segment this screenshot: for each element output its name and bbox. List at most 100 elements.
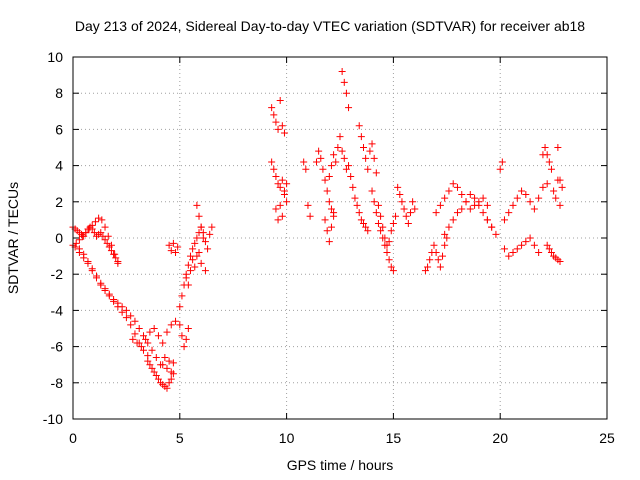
data-point	[199, 234, 207, 242]
data-point	[97, 279, 105, 287]
data-point	[539, 183, 547, 191]
data-point	[432, 248, 440, 256]
data-point	[370, 154, 378, 162]
data-point	[167, 375, 175, 383]
data-point	[184, 281, 192, 289]
data-point	[319, 165, 327, 173]
data-point	[270, 165, 278, 173]
data-point	[556, 176, 564, 184]
data-point	[80, 232, 88, 240]
x-tick-label: 25	[599, 430, 615, 446]
data-point	[325, 238, 333, 246]
data-point	[556, 258, 564, 266]
data-point	[441, 241, 449, 249]
data-point	[323, 227, 331, 235]
data-point	[543, 241, 551, 249]
data-point	[392, 212, 400, 220]
data-point	[513, 245, 521, 253]
data-point	[530, 241, 538, 249]
data-point	[191, 239, 199, 247]
data-point	[424, 263, 432, 271]
data-point	[500, 216, 508, 224]
data-point	[342, 165, 350, 173]
y-axis-label: SDTVAR / TECUs	[5, 182, 21, 294]
data-point	[169, 239, 177, 247]
series-arc-11	[193, 201, 209, 275]
data-point	[338, 67, 346, 75]
data-point	[165, 379, 173, 387]
data-point	[436, 201, 444, 209]
data-point	[466, 205, 474, 213]
data-point	[432, 209, 440, 217]
data-point	[479, 209, 487, 217]
data-point	[167, 368, 175, 376]
data-point	[462, 198, 470, 206]
data-point	[385, 238, 393, 246]
data-point	[347, 172, 355, 180]
data-point	[206, 230, 214, 238]
data-point	[150, 325, 158, 332]
series-arc-1	[69, 214, 122, 267]
data-point	[91, 218, 99, 226]
data-point	[475, 201, 483, 209]
data-point	[541, 144, 549, 151]
series-arc-20	[345, 162, 372, 235]
data-point	[172, 248, 180, 256]
data-point	[411, 205, 419, 213]
data-point	[110, 296, 118, 304]
series-arc-28	[483, 158, 543, 260]
data-point	[370, 198, 378, 206]
data-point	[518, 241, 526, 249]
series-arc-15	[300, 158, 314, 220]
data-point	[383, 241, 391, 249]
data-point	[186, 267, 194, 275]
data-point	[327, 162, 335, 170]
data-point	[332, 158, 340, 166]
data-point	[150, 368, 158, 376]
data-point	[500, 245, 508, 253]
data-point	[483, 201, 491, 209]
data-point	[274, 216, 282, 224]
data-point	[189, 245, 197, 253]
data-point	[122, 314, 130, 322]
data-point	[88, 265, 96, 273]
data-point	[374, 201, 382, 209]
series-arc-17	[321, 209, 338, 246]
data-point	[176, 303, 184, 311]
series-arc-26	[432, 180, 491, 217]
data-point	[163, 328, 171, 336]
data-point	[107, 247, 115, 255]
axis-ticks	[72, 56, 608, 420]
series-arc-23	[374, 201, 400, 249]
data-point	[197, 259, 205, 267]
data-point	[186, 252, 194, 260]
chart-title: Day 213 of 2024, Sidereal Day-to-day VTE…	[75, 18, 585, 34]
series-arc-18	[325, 133, 350, 180]
data-point	[80, 250, 88, 258]
data-point	[103, 239, 111, 247]
data-point	[178, 332, 186, 340]
data-point	[387, 227, 395, 235]
data-point	[142, 335, 150, 343]
data-point	[492, 230, 500, 238]
data-point	[547, 165, 555, 173]
series-arc-19	[338, 67, 353, 112]
data-point	[449, 216, 457, 224]
x-tick-label: 20	[492, 430, 508, 446]
data-point	[355, 122, 363, 130]
data-point	[545, 158, 553, 166]
data-point	[496, 165, 504, 173]
data-point	[163, 384, 171, 392]
data-point	[389, 267, 397, 275]
data-point	[139, 346, 147, 354]
data-point	[466, 191, 474, 199]
series-arc-29	[500, 180, 551, 224]
data-point	[436, 263, 444, 271]
data-point	[379, 223, 387, 231]
y-tick-label: -2	[51, 266, 64, 282]
data-point	[274, 125, 282, 133]
data-point	[547, 248, 555, 256]
data-point	[82, 229, 90, 237]
data-point	[144, 339, 152, 347]
series-arc-27	[441, 191, 496, 238]
